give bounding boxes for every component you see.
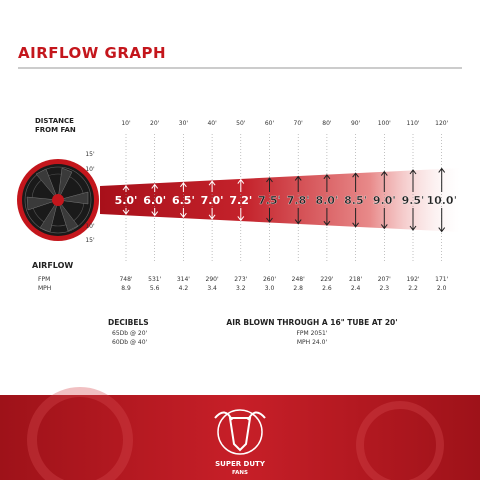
airflow-title: AIRFLOW (32, 261, 73, 270)
spread-arrow (409, 169, 417, 192)
scale-label: 15' (85, 151, 95, 158)
brand-sub: FANS (232, 470, 248, 476)
spread: 8.5' (344, 194, 367, 207)
decibels-title: DECIBELS (108, 318, 149, 327)
brand: SUPER DUTY (215, 460, 266, 468)
mph: 8.9 (121, 285, 131, 292)
spread-arrow (151, 208, 159, 217)
distance: 60' (265, 120, 275, 127)
distance: 10' (121, 120, 131, 127)
mph: 2.0 (437, 285, 447, 292)
spread-arrow (438, 208, 446, 233)
spread-arrow (380, 208, 388, 230)
spread-arrow (323, 208, 331, 227)
fpm: 748' (119, 276, 132, 283)
distance: 80' (322, 120, 332, 127)
mph: 3.2 (236, 285, 246, 292)
scale-label: 10' (85, 223, 95, 230)
spread-arrow (352, 208, 359, 228)
logo (214, 409, 266, 455)
spread: 7.5' (258, 194, 281, 207)
fpm: 531' (148, 276, 161, 283)
spread-arrow (237, 208, 245, 222)
spread-arrow (180, 208, 187, 219)
distance: 120' (435, 120, 448, 127)
mph: 4.2 (179, 285, 189, 292)
title: AIRFLOW GRAPH (18, 44, 166, 62)
decibels-line: 65Db @ 20' (112, 330, 148, 337)
fpm: 171' (435, 276, 448, 283)
spread: 6.5' (172, 194, 195, 207)
spread-arrow (352, 172, 359, 192)
fpm-label: FPM (38, 276, 50, 283)
spread-arrow (323, 173, 331, 192)
fpm: 290' (206, 276, 219, 283)
spread-arrow (266, 208, 273, 223)
scale-label: 10' (85, 166, 95, 173)
distance: 20' (150, 120, 160, 127)
spread-arrow (237, 178, 245, 192)
tube-line: FPM 2051' (296, 330, 327, 337)
spread-arrow (409, 208, 417, 231)
distance: 30' (179, 120, 189, 127)
spread: 10.0' (426, 194, 457, 207)
mph: 2.2 (408, 285, 418, 292)
footer-decor (27, 387, 133, 484)
spread: 6.0' (143, 194, 166, 207)
spread-arrow (208, 208, 216, 220)
distance: 40' (207, 120, 217, 127)
fpm: 218' (349, 276, 362, 283)
distance: 110' (406, 120, 419, 127)
fpm: 207' (378, 276, 391, 283)
spread: 9.0' (373, 194, 396, 207)
fpm: 229' (320, 276, 333, 283)
spread-arrow (294, 208, 302, 225)
spread-arrow (380, 170, 388, 192)
mph: 3.0 (265, 285, 275, 292)
mph: 2.6 (322, 285, 332, 292)
spread-arrow (294, 175, 302, 192)
scale-label: 15' (85, 237, 95, 244)
spread: 7.0' (201, 194, 224, 207)
mph: 2.3 (380, 285, 390, 292)
fpm: 273' (234, 276, 247, 283)
spread-arrow (266, 177, 273, 192)
distance: 70' (294, 120, 304, 127)
mph: 2.4 (351, 285, 361, 292)
footer-band (0, 395, 480, 480)
mph-label: MPH (38, 285, 51, 292)
mph: 5.6 (150, 285, 160, 292)
spread-arrow (438, 167, 446, 192)
distance: 90' (351, 120, 361, 127)
spread: 5.0' (115, 194, 138, 207)
distance-label: DISTANCE (35, 117, 74, 125)
fan (17, 159, 99, 241)
fpm: 248' (292, 276, 305, 283)
fpm: 260' (263, 276, 276, 283)
fpm: 314' (177, 276, 190, 283)
spread: 8.0' (315, 194, 338, 207)
spread-arrow (122, 208, 130, 215)
spread: 7.2' (229, 194, 252, 207)
decibels-line: 60Db @ 40' (112, 339, 148, 346)
fpm: 192' (406, 276, 419, 283)
spread: 9.5' (402, 194, 425, 207)
tube-title: AIR BLOWN THROUGH A 16" TUBE AT 20' (226, 318, 397, 327)
airflow-cone (100, 168, 460, 232)
spread-arrow (122, 185, 130, 192)
distance: 100' (378, 120, 391, 127)
distance: 50' (236, 120, 246, 127)
spread: 7.8' (287, 194, 310, 207)
mph: 2.8 (293, 285, 303, 292)
tube-line: MPH 24.0' (297, 339, 328, 346)
distance-label: FROM FAN (35, 126, 76, 134)
footer-decor (356, 401, 444, 484)
spread-arrow (151, 183, 159, 192)
mph: 3.4 (207, 285, 217, 292)
spread-arrow (180, 181, 187, 192)
spread-arrow (208, 180, 216, 192)
